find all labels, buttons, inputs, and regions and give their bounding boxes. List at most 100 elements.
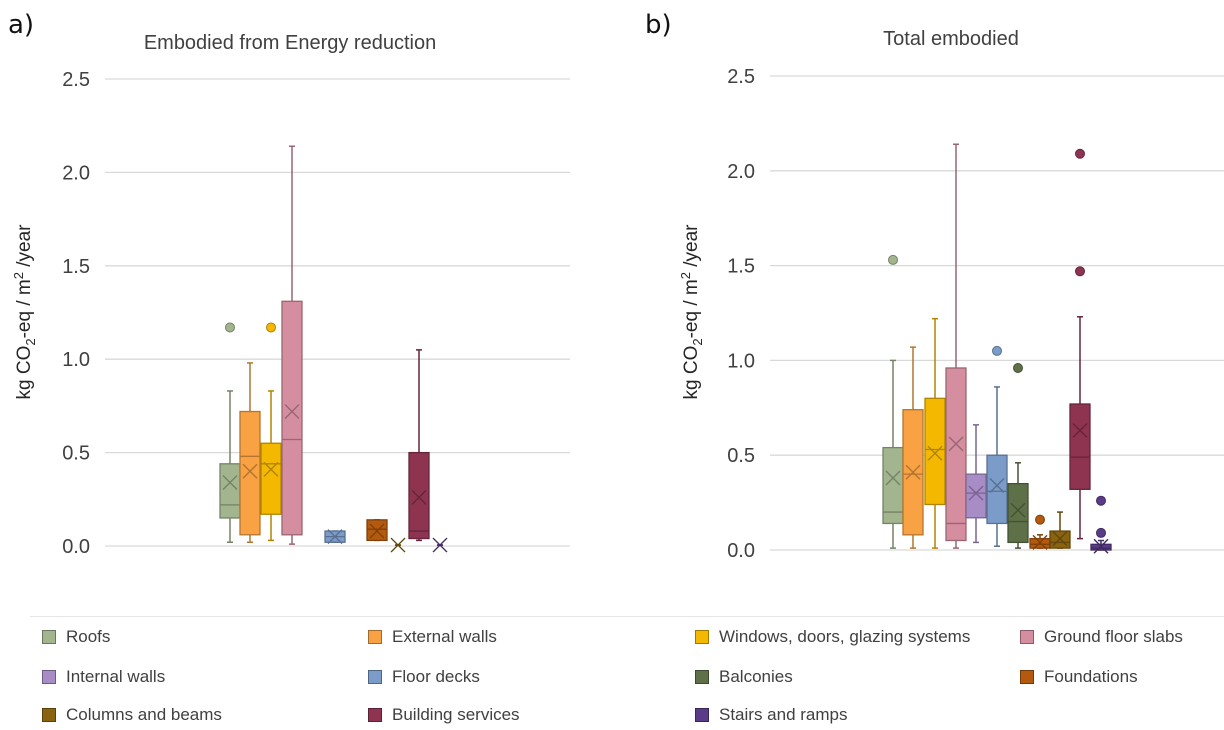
- box-floor-decks: [324, 529, 346, 545]
- legend-swatch: [42, 630, 56, 644]
- y-tick-label: 2.0: [727, 161, 755, 183]
- mean-marker: [968, 485, 984, 501]
- mean-marker: [327, 529, 343, 545]
- box-external-walls: [902, 346, 924, 549]
- legend-label: Foundations: [1044, 667, 1138, 686]
- panel-a-title: Embodied from Energy reduction: [143, 32, 437, 54]
- y-tick-label: 0.5: [62, 443, 90, 465]
- legend-item-roofs: Roofs: [42, 627, 110, 647]
- legend-label: Columns and beams: [66, 705, 222, 724]
- mean-marker: [1072, 423, 1088, 439]
- legend-swatch: [42, 708, 56, 722]
- y-tick-label: 2.5: [62, 69, 90, 91]
- outlier-point: [1096, 495, 1106, 506]
- legend-label: Floor decks: [392, 667, 480, 686]
- box-internal-walls: [965, 424, 987, 544]
- panel-b-letter: b): [645, 10, 672, 40]
- outlier-point: [1075, 266, 1085, 277]
- box-iqr: [1069, 403, 1091, 490]
- outlier-point: [1075, 148, 1085, 159]
- legend-label: Windows, doors, glazing systems: [719, 627, 971, 646]
- box-roofs: [882, 254, 904, 549]
- box-floor-decks: [986, 345, 1008, 547]
- legend-swatch: [695, 630, 709, 644]
- mean-marker: [222, 474, 238, 490]
- panel-a-letter: a): [8, 10, 35, 40]
- legend-label: External walls: [392, 627, 497, 646]
- legend-item-floor-decks: Floor decks: [368, 667, 480, 687]
- mean-marker: [948, 436, 964, 452]
- legend-item-ground-floor: Ground floor slabs: [1020, 627, 1183, 647]
- mean-marker: [263, 461, 279, 477]
- mean-marker: [1052, 531, 1068, 547]
- outlier-point: [1096, 527, 1106, 538]
- box-foundations: [1029, 514, 1051, 550]
- legend-swatch: [1020, 630, 1034, 644]
- box-iqr: [924, 397, 946, 506]
- y-axis-label: kg CO2-eq / m2 /year: [678, 224, 705, 400]
- box-foundations: [366, 519, 388, 542]
- legend-item-internal-walls: Internal walls: [42, 667, 165, 687]
- box-external-walls: [239, 362, 261, 544]
- legend-label: Building services: [392, 705, 520, 724]
- legend-item-services: Building services: [368, 705, 520, 725]
- outlier-point: [1013, 362, 1023, 373]
- mean-marker: [242, 463, 258, 479]
- mean-marker: [411, 489, 427, 505]
- legend-swatch: [42, 670, 56, 684]
- legend-swatch: [368, 670, 382, 684]
- legend-swatch: [368, 630, 382, 644]
- legend-item-columns: Columns and beams: [42, 705, 222, 725]
- box-iqr: [965, 473, 987, 519]
- mean-marker: [284, 404, 300, 419]
- legend-item-windows: Windows, doors, glazing systems: [695, 627, 970, 647]
- box-iqr: [1007, 482, 1029, 544]
- box-columns-and-beams: [1049, 511, 1071, 549]
- legend: Roofs External walls Windows, doors, glazi…: [30, 616, 1224, 727]
- mean-marker: [1093, 538, 1109, 554]
- outlier-point: [1035, 514, 1045, 525]
- legend-swatch: [695, 708, 709, 722]
- mean-marker: [1032, 534, 1048, 550]
- box-windows-doors-glazing-systems: [260, 322, 282, 542]
- chart-total-embodied: 0.0 0.5 1.0 1.5 2.0 2.5 kg CO2-eq / m2 /year: [678, 66, 1224, 562]
- box-stairs-and-ramps: [1090, 495, 1112, 554]
- box-ground-floor-slabs: [945, 143, 967, 549]
- box-iqr: [945, 367, 967, 542]
- box-iqr: [986, 454, 1008, 525]
- y-tick-label: 0.0: [62, 536, 90, 558]
- y-tick-label: 2.0: [62, 162, 90, 184]
- legend-swatch: [1020, 670, 1034, 684]
- mean-marker: [1010, 502, 1026, 518]
- y-tick-label: 0.0: [727, 540, 755, 562]
- outlier-point: [225, 322, 235, 333]
- legend-label: Ground floor slabs: [1044, 627, 1183, 646]
- legend-item-external-walls: External walls: [368, 627, 497, 647]
- y-axis-label: kg CO2-eq / m2 /year: [11, 224, 38, 400]
- y-tick-label: 1.0: [62, 349, 90, 371]
- box-stairs-and-ramps: [432, 537, 448, 553]
- box-ground-floor-slabs: [281, 145, 303, 545]
- outlier-point: [266, 322, 276, 333]
- y-tick-label: 1.5: [62, 256, 90, 278]
- mean-marker: [927, 445, 943, 461]
- mean-marker: [390, 537, 406, 553]
- chart-embodied-energy-reduction: 0.0 0.5 1.0 1.5 2.0 2.5 kg CO2-eq / m2 /year: [11, 69, 570, 558]
- box-iqr: [281, 300, 303, 536]
- legend-label: Balconies: [719, 667, 793, 686]
- y-tick-label: 1.0: [727, 350, 755, 372]
- mean-marker: [885, 470, 901, 486]
- box-iqr: [239, 410, 261, 536]
- legend-label: Roofs: [66, 627, 111, 646]
- box-iqr: [408, 451, 430, 540]
- y-tick-label: 0.5: [727, 445, 755, 467]
- y-tick-label: 2.5: [727, 66, 755, 88]
- legend-swatch: [695, 670, 709, 684]
- box-building-services: [1069, 148, 1091, 540]
- mean-marker: [369, 523, 385, 539]
- outlier-point: [992, 345, 1002, 356]
- box-balconies: [1007, 362, 1029, 549]
- mean-marker: [989, 478, 1005, 494]
- y-tick-label: 1.5: [727, 256, 755, 278]
- mean-marker: [905, 464, 921, 480]
